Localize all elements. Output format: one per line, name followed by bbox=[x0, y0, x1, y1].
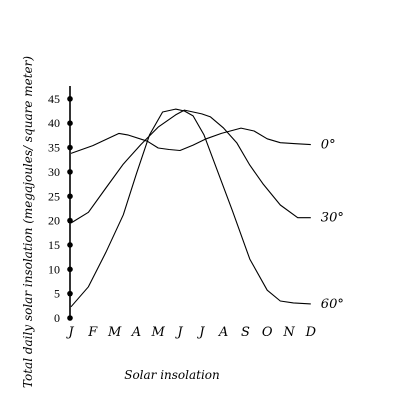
y-tick-dot bbox=[67, 169, 73, 175]
x-tick-label: A bbox=[218, 325, 228, 340]
x-tick-label: O bbox=[262, 325, 273, 340]
x-axis-title: Solar insolation bbox=[124, 368, 220, 382]
series-label: 30° bbox=[321, 211, 344, 226]
y-tick-label: 10 bbox=[48, 262, 60, 276]
series-label: 0° bbox=[321, 138, 336, 153]
y-axis-title: Total daily solar insolation (megajoules… bbox=[21, 56, 35, 388]
y-tick-dot bbox=[67, 242, 73, 248]
series-line bbox=[70, 108, 311, 308]
y-tick-label: 45 bbox=[48, 92, 60, 106]
y-tick-dot bbox=[67, 290, 73, 297]
y-tick-dot bbox=[67, 217, 73, 224]
y-tick-label: 25 bbox=[48, 189, 60, 203]
x-tick-label: A bbox=[131, 325, 141, 340]
y-tick-label: 20 bbox=[48, 214, 60, 228]
x-tick-label: S bbox=[241, 325, 250, 340]
x-tick-label: J bbox=[174, 325, 183, 340]
x-tick-label: J bbox=[65, 325, 74, 340]
series-lines bbox=[70, 108, 311, 308]
x-tick-label: J bbox=[196, 325, 205, 340]
y-tick-label: 30 bbox=[48, 165, 60, 179]
x-tick-label: N bbox=[282, 325, 295, 340]
x-tick-label: D bbox=[305, 325, 317, 340]
y-tick-label: 35 bbox=[48, 141, 60, 155]
series-line bbox=[70, 109, 311, 224]
y-tick-dot bbox=[67, 96, 73, 102]
x-tick-label: M bbox=[107, 325, 122, 340]
y-tick-dot bbox=[67, 193, 73, 200]
series-label: 60° bbox=[321, 297, 344, 312]
series-line bbox=[70, 127, 311, 154]
y-tick-dot bbox=[67, 266, 73, 273]
y-tick-label: 5 bbox=[54, 287, 60, 301]
y-tick-label: 40 bbox=[48, 116, 60, 130]
y-tick-dot bbox=[67, 144, 73, 151]
x-tick-label: M bbox=[151, 325, 166, 340]
y-tick-dot bbox=[67, 120, 73, 126]
x-tick-label: F bbox=[87, 325, 98, 340]
y-tick-label: 15 bbox=[48, 238, 60, 252]
series-labels: 0° 30° 60° bbox=[321, 138, 344, 312]
y-tick-label: 0 bbox=[54, 311, 60, 325]
y-tick-dot bbox=[67, 315, 73, 321]
